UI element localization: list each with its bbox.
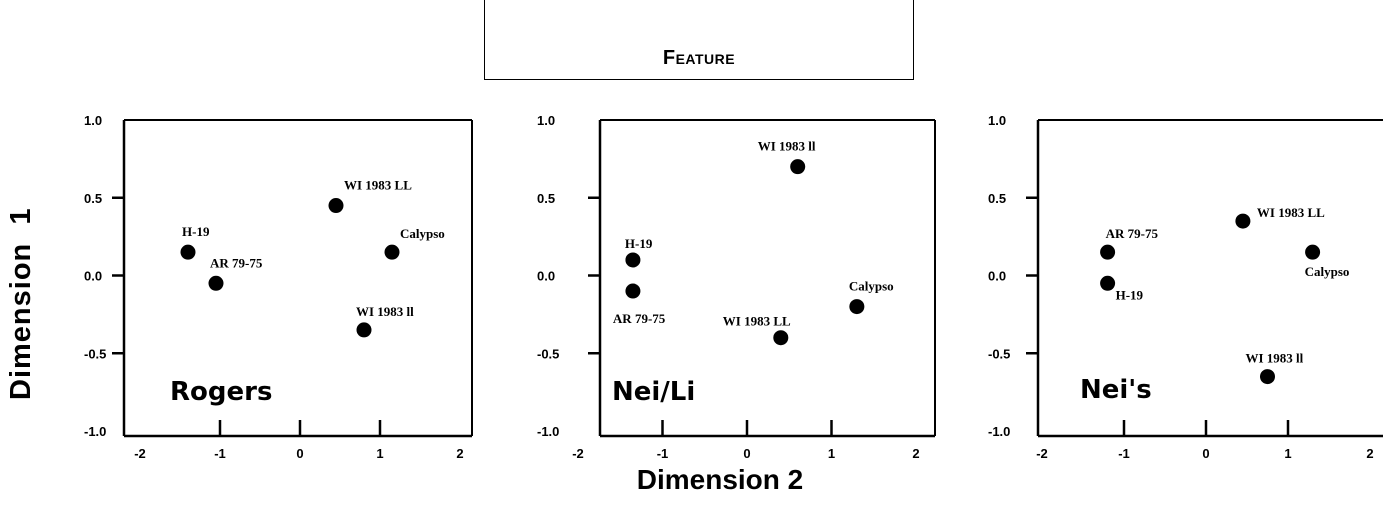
x-tick-label: 1 bbox=[828, 446, 835, 461]
data-point-label: WI 1983 ll bbox=[1246, 351, 1304, 366]
data-point bbox=[1235, 213, 1251, 229]
data-point bbox=[849, 299, 865, 315]
data-point-label: WI 1983 ll bbox=[758, 139, 816, 154]
feature-label: Feature bbox=[662, 47, 736, 69]
data-point-label: Calypso bbox=[400, 226, 445, 241]
data-point bbox=[1100, 275, 1116, 291]
x-tick-label: -2 bbox=[134, 446, 146, 461]
x-tick-label: 0 bbox=[1202, 446, 1209, 461]
data-point-label: AR 79-75 bbox=[1106, 226, 1159, 241]
data-point bbox=[1100, 244, 1116, 260]
data-point-label: H-19 bbox=[625, 236, 653, 251]
data-point bbox=[625, 283, 641, 299]
data-point bbox=[328, 198, 344, 214]
y-tick-label: 1.0 bbox=[988, 113, 1006, 128]
data-point bbox=[625, 252, 641, 268]
y-tick-label: 0.0 bbox=[988, 269, 1006, 284]
y-tick-label: 0.0 bbox=[537, 269, 555, 284]
data-point-label: AR 79-75 bbox=[210, 255, 263, 270]
x-tick-label: 2 bbox=[1366, 446, 1373, 461]
x-tick-label: 2 bbox=[456, 446, 463, 461]
data-point-label: WI 1983 ll bbox=[356, 304, 414, 319]
data-point bbox=[384, 244, 400, 260]
data-point bbox=[773, 330, 789, 346]
data-point-label: WI 1983 LL bbox=[723, 314, 791, 329]
feature-box: Feature bbox=[484, 0, 914, 80]
panel-title: Nei/Li bbox=[612, 377, 695, 407]
panel-title: Rogers bbox=[170, 377, 272, 407]
data-point bbox=[208, 275, 224, 291]
y-tick-label: 1.0 bbox=[84, 113, 102, 128]
panel-title: Nei's bbox=[1080, 375, 1152, 405]
y-tick-label: 0.0 bbox=[84, 269, 102, 284]
x-tick-label: -2 bbox=[572, 446, 584, 461]
y-tick-label: -1.0 bbox=[988, 424, 1010, 439]
x-tick-label: 1 bbox=[376, 446, 383, 461]
data-point-label: Calypso bbox=[849, 279, 894, 294]
y-tick-label: -0.5 bbox=[537, 346, 559, 361]
data-point-label: H-19 bbox=[1116, 287, 1144, 302]
x-tick-label: 0 bbox=[743, 446, 750, 461]
x-tick-label: -1 bbox=[1118, 446, 1130, 461]
x-tick-label: -1 bbox=[214, 446, 226, 461]
data-point bbox=[1305, 244, 1321, 260]
y-tick-label: 0.5 bbox=[84, 191, 102, 206]
data-point-label: Calypso bbox=[1305, 264, 1350, 279]
data-point bbox=[1260, 369, 1275, 385]
y-tick-label: -1.0 bbox=[537, 424, 559, 439]
x-tick-label: 2 bbox=[912, 446, 919, 461]
data-point-label: WI 1983 LL bbox=[1257, 205, 1325, 220]
x-tick-label: 0 bbox=[296, 446, 303, 461]
data-point bbox=[180, 244, 196, 260]
y-tick-label: 1.0 bbox=[537, 113, 555, 128]
y-tick-label: -0.5 bbox=[988, 346, 1010, 361]
y-tick-label: -1.0 bbox=[84, 424, 106, 439]
x-tick-label: 1 bbox=[1284, 446, 1291, 461]
x-tick-label: -2 bbox=[1036, 446, 1048, 461]
data-point-label: AR 79-75 bbox=[613, 311, 666, 326]
data-point-label: WI 1983 LL bbox=[344, 178, 412, 193]
data-point bbox=[356, 322, 372, 338]
x-tick-label: -1 bbox=[657, 446, 669, 461]
data-point-label: H-19 bbox=[182, 224, 210, 239]
y-tick-label: -0.5 bbox=[84, 346, 106, 361]
y-tick-label: 0.5 bbox=[537, 191, 555, 206]
x-axis-label: Dimension 2 bbox=[636, 464, 804, 495]
y-tick-label: 0.5 bbox=[988, 191, 1006, 206]
data-point bbox=[790, 159, 806, 175]
